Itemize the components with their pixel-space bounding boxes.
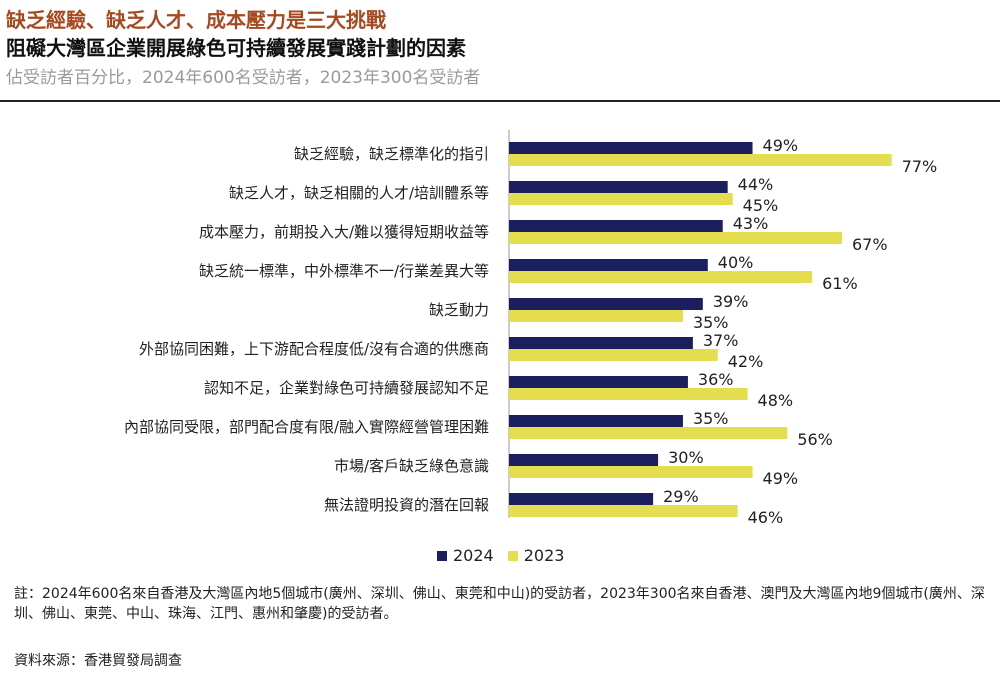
bar-2024 — [509, 142, 753, 154]
bar-2024 — [509, 376, 688, 388]
data-label-2024: 30% — [668, 448, 704, 467]
chart-legend: 2024 2023 — [437, 546, 564, 565]
data-label-2023: 46% — [748, 508, 784, 527]
data-label-2023: 48% — [758, 391, 794, 410]
bar-2024 — [509, 259, 708, 271]
data-label-2023: 45% — [743, 196, 779, 215]
bar-2024 — [509, 493, 654, 505]
data-label-2023: 56% — [797, 430, 833, 449]
data-label-2024: 35% — [693, 409, 729, 428]
bar-2023 — [509, 193, 733, 205]
legend-item-2023: 2023 — [507, 546, 565, 565]
data-label-2024: 37% — [703, 331, 739, 350]
data-label-2024: 40% — [718, 253, 754, 272]
data-label-2024: 44% — [738, 175, 774, 194]
bar-2023 — [509, 349, 718, 361]
bar-2023 — [509, 388, 748, 400]
data-label-2023: 61% — [822, 274, 858, 293]
header-divider — [0, 100, 1000, 102]
category-label: 內部協同受限，部門配合度有限/融入實際經營管理困難 — [124, 418, 489, 436]
category-label: 外部協同困難，上下游配合程度低/沒有合適的供應商 — [139, 340, 489, 358]
bar-2024 — [509, 220, 723, 232]
bar-2023 — [509, 466, 753, 478]
bar-2023 — [509, 154, 892, 166]
bar-2024 — [509, 454, 659, 466]
bar-chart: 缺乏經驗，缺乏標準化的指引 49% 77% 缺乏人才，缺乏相關的人才/培訓體系等 44%… — [124, 130, 938, 527]
footnote: 註：2024年600名來自香港及大灣區內地5個城市(廣州、深圳、佛山、東莞和中山… — [14, 586, 985, 622]
legend-label-2024: 2024 — [453, 546, 494, 565]
bar-2024 — [509, 337, 693, 349]
data-label-2023: 42% — [728, 352, 764, 371]
legend-swatch-2024 — [437, 550, 447, 561]
data-label-2023: 77% — [902, 157, 938, 176]
data-label-2024: 36% — [698, 370, 734, 389]
bar-2023 — [509, 505, 738, 517]
category-label: 無法證明投資的潛在回報 — [324, 496, 489, 514]
legend-label-2023: 2023 — [523, 546, 565, 565]
data-label-2024: 43% — [733, 214, 769, 233]
data-label-2023: 49% — [763, 469, 799, 488]
category-label: 成本壓力，前期投入大/難以獲得短期收益等 — [199, 223, 489, 241]
legend-swatch-2023 — [507, 550, 518, 561]
chart-caption: 佔受訪者百分比，2024年600名受訪者，2023年300名受訪者 — [6, 68, 481, 88]
bar-2023 — [509, 310, 683, 322]
category-label: 缺乏統一標準，中外標準不一/行業差異大等 — [199, 262, 489, 280]
legend-item-2024: 2024 — [437, 546, 494, 565]
data-label-2023: 67% — [852, 235, 888, 254]
data-label-2024: 49% — [763, 136, 799, 155]
bar-2023 — [509, 271, 813, 283]
category-label: 認知不足，企業對綠色可持續發展認知不足 — [204, 379, 489, 397]
data-label-2023: 35% — [693, 313, 729, 332]
category-label: 缺乏人才，缺乏相關的人才/培訓體系等 — [229, 184, 489, 202]
category-label: 市場/客戶缺乏綠色意識 — [334, 457, 489, 475]
data-label-2024: 29% — [663, 487, 699, 506]
bar-2024 — [509, 298, 703, 310]
category-label: 缺乏經驗，缺乏標準化的指引 — [294, 145, 489, 163]
bar-2023 — [509, 232, 842, 244]
bar-2024 — [509, 181, 728, 193]
chart-title: 缺乏經驗、缺乏人才、成本壓力是三大挑戰 — [6, 8, 386, 32]
bar-2023 — [509, 427, 788, 439]
chart-subtitle: 阻礙大灣區企業開展綠色可持續發展實踐計劃的因素 — [6, 36, 466, 60]
data-label-2024: 39% — [713, 292, 749, 311]
category-label: 缺乏動力 — [429, 301, 489, 319]
source-note: 資料來源：香港貿發局調查 — [14, 653, 182, 669]
bar-2024 — [509, 415, 683, 427]
